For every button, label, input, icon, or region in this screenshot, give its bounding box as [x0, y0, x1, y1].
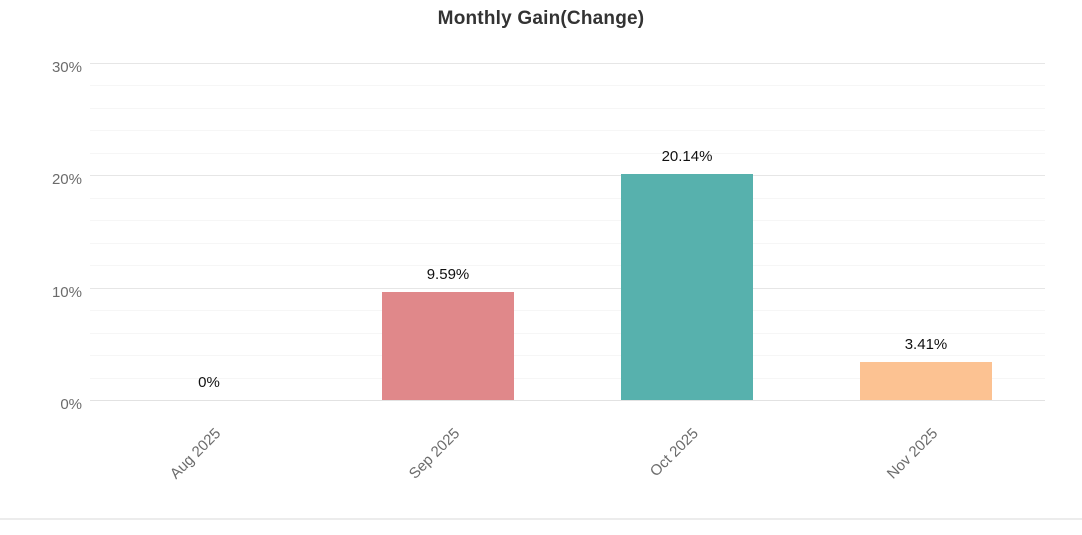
bar-sep-2025[interactable]: [382, 292, 514, 400]
x-tick-label-oct-2025: Oct 2025: [646, 425, 703, 481]
minor-gridline: [90, 355, 1045, 356]
minor-gridline: [90, 333, 1045, 334]
bar-nov-2025[interactable]: [860, 362, 992, 400]
y-tick-label: 0%: [60, 396, 82, 413]
bar-oct-2025[interactable]: [621, 174, 753, 400]
x-tick-label-nov-2025: Nov 2025: [883, 425, 942, 483]
major-gridline: [90, 400, 1045, 401]
x-tick-label-aug-2025: Aug 2025: [166, 425, 225, 483]
minor-gridline: [90, 265, 1045, 266]
minor-gridline: [90, 85, 1045, 86]
value-label-oct-2025: 20.14%: [661, 148, 713, 165]
minor-gridline: [90, 153, 1045, 154]
major-gridline: [90, 288, 1045, 289]
minor-gridline: [90, 130, 1045, 131]
value-label-nov-2025: 3.41%: [904, 336, 948, 353]
value-label-sep-2025: 9.59%: [426, 266, 470, 283]
minor-gridline: [90, 378, 1045, 379]
y-tick-label: 10%: [51, 284, 82, 301]
minor-gridline: [90, 243, 1045, 244]
y-tick-label: 30%: [51, 59, 82, 76]
value-label-aug-2025: 0%: [198, 374, 220, 391]
x-tick-label-sep-2025: Sep 2025: [405, 425, 464, 483]
minor-gridline: [90, 220, 1045, 221]
chart-title: Monthly Gain(Change): [437, 8, 645, 29]
minor-gridline: [90, 198, 1045, 199]
minor-gridline: [90, 310, 1045, 311]
bottom-divider: [0, 518, 1082, 520]
major-gridline: [90, 63, 1045, 64]
minor-gridline: [90, 108, 1045, 109]
y-tick-label: 20%: [51, 171, 82, 188]
major-gridline: [90, 175, 1045, 176]
